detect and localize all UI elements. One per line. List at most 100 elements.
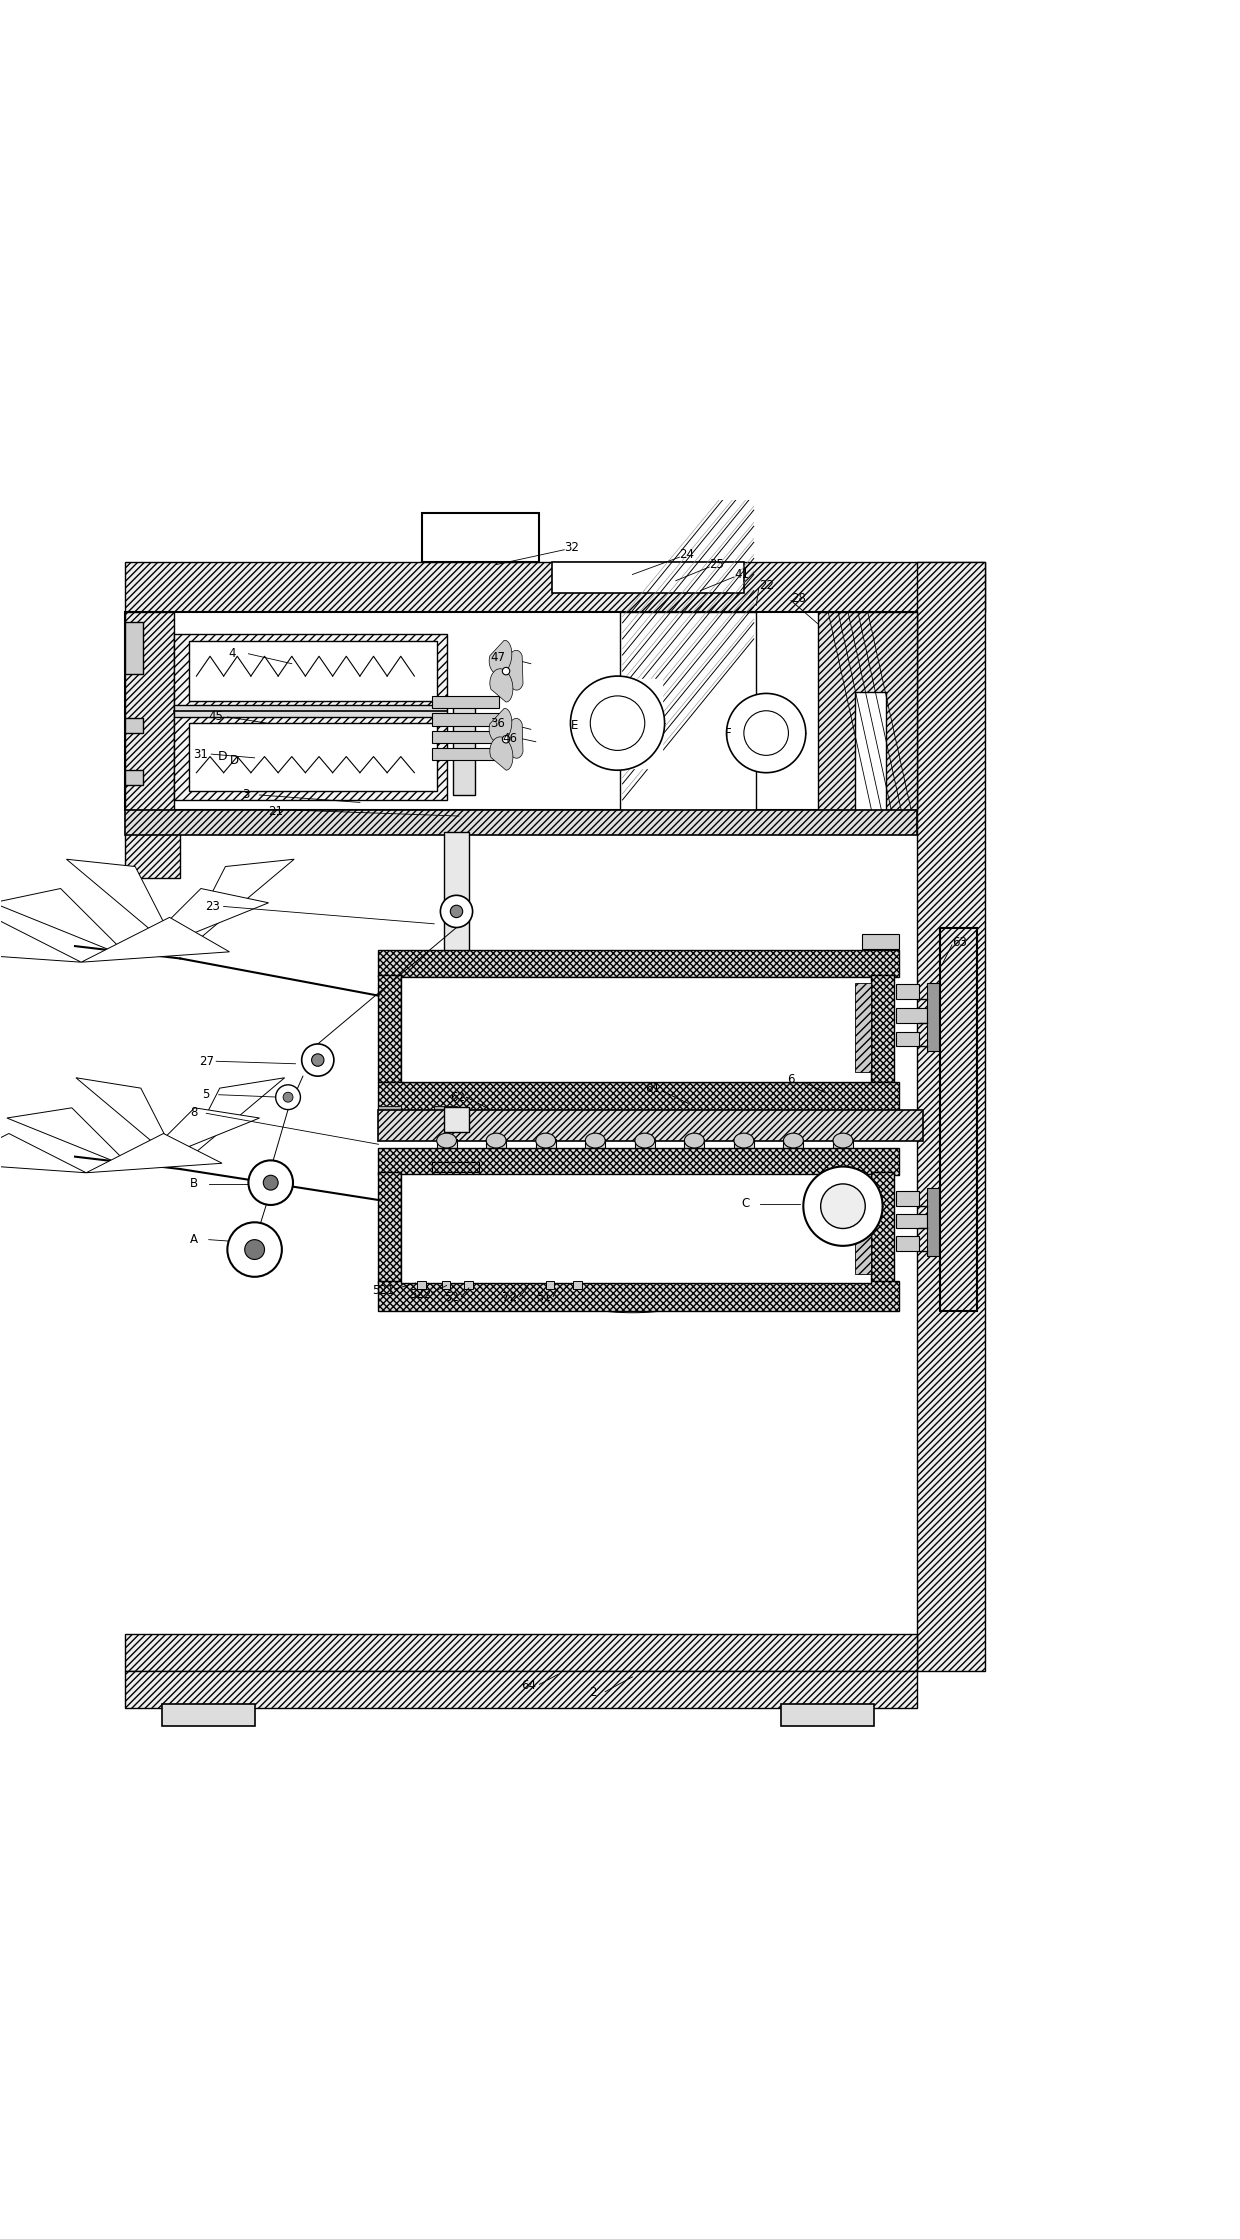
- Polygon shape: [130, 889, 269, 958]
- Ellipse shape: [585, 1133, 605, 1149]
- Circle shape: [248, 1160, 293, 1205]
- Bar: [897, 1008, 928, 1023]
- Bar: [378, 1281, 899, 1312]
- Circle shape: [275, 1086, 300, 1111]
- Text: E: E: [570, 719, 578, 732]
- Text: 41: 41: [734, 569, 749, 580]
- Text: 8: 8: [190, 1106, 197, 1120]
- Text: 64: 64: [521, 1679, 536, 1693]
- Text: D: D: [217, 750, 227, 763]
- Circle shape: [227, 1222, 281, 1276]
- Circle shape: [570, 676, 665, 770]
- Polygon shape: [0, 889, 130, 958]
- Bar: [378, 1111, 924, 1140]
- Ellipse shape: [684, 1133, 704, 1149]
- Text: 6: 6: [787, 1072, 795, 1086]
- Bar: [573, 678, 662, 768]
- Circle shape: [804, 1167, 883, 1245]
- Circle shape: [590, 696, 645, 750]
- Circle shape: [263, 1175, 278, 1191]
- Text: 5: 5: [202, 1088, 210, 1102]
- Bar: [552, 562, 744, 593]
- Bar: [856, 692, 887, 811]
- Text: C: C: [742, 1198, 750, 1211]
- Text: 52: 52: [444, 1292, 459, 1305]
- Bar: [124, 611, 174, 811]
- Bar: [872, 1171, 894, 1283]
- Text: 47: 47: [490, 652, 505, 665]
- Circle shape: [821, 1184, 866, 1229]
- Bar: [378, 1171, 401, 1283]
- Polygon shape: [86, 1133, 222, 1173]
- Ellipse shape: [486, 1133, 506, 1149]
- Bar: [897, 1032, 919, 1046]
- Bar: [378, 1081, 899, 1111]
- Bar: [872, 974, 894, 1081]
- Text: 36: 36: [490, 716, 505, 730]
- Ellipse shape: [536, 1133, 556, 1149]
- Bar: [124, 1670, 918, 1708]
- Bar: [486, 1140, 506, 1173]
- Bar: [444, 1106, 469, 1133]
- Circle shape: [502, 667, 510, 674]
- Text: 28: 28: [791, 591, 806, 605]
- Bar: [536, 1140, 556, 1173]
- Bar: [124, 770, 143, 786]
- Text: B: B: [190, 1178, 198, 1191]
- Text: 521: 521: [372, 1283, 394, 1296]
- Bar: [378, 1149, 899, 1175]
- Bar: [124, 719, 143, 732]
- Text: 25: 25: [709, 558, 724, 571]
- Circle shape: [301, 1043, 334, 1077]
- Polygon shape: [180, 860, 294, 954]
- Circle shape: [311, 1055, 324, 1066]
- Bar: [432, 714, 498, 725]
- Polygon shape: [0, 1133, 86, 1173]
- Polygon shape: [81, 918, 229, 963]
- Circle shape: [744, 710, 789, 755]
- Bar: [897, 985, 919, 999]
- Text: 72: 72: [502, 1292, 517, 1305]
- Bar: [781, 1704, 874, 1726]
- Text: 61: 61: [645, 1081, 660, 1095]
- Bar: [434, 1106, 456, 1113]
- Bar: [124, 611, 918, 811]
- Text: 45: 45: [208, 710, 223, 723]
- Bar: [784, 1140, 804, 1173]
- Bar: [161, 1704, 254, 1726]
- Bar: [432, 956, 479, 969]
- Bar: [378, 974, 401, 1081]
- Bar: [918, 562, 986, 1670]
- Polygon shape: [67, 860, 180, 954]
- Bar: [464, 1281, 472, 1290]
- Ellipse shape: [734, 1133, 754, 1149]
- Bar: [585, 1140, 605, 1173]
- Text: 31: 31: [192, 748, 207, 761]
- Bar: [928, 1187, 940, 1256]
- Bar: [174, 634, 446, 708]
- Text: A: A: [190, 1234, 198, 1247]
- Bar: [436, 1140, 456, 1173]
- Bar: [833, 1140, 853, 1173]
- Bar: [401, 976, 872, 1081]
- Polygon shape: [490, 669, 513, 703]
- Text: 32: 32: [564, 542, 579, 553]
- Bar: [174, 705, 446, 716]
- Text: 21: 21: [268, 804, 283, 817]
- Bar: [862, 934, 899, 949]
- Text: 23: 23: [205, 900, 219, 914]
- Bar: [422, 513, 539, 562]
- Bar: [684, 1140, 704, 1173]
- Bar: [124, 811, 918, 835]
- Polygon shape: [133, 1108, 259, 1169]
- Bar: [124, 622, 143, 674]
- Text: 3: 3: [242, 788, 249, 802]
- Bar: [940, 927, 977, 1312]
- Bar: [897, 1236, 919, 1252]
- Text: 46: 46: [502, 732, 517, 746]
- Bar: [573, 1281, 582, 1290]
- Polygon shape: [506, 649, 523, 690]
- Bar: [432, 730, 498, 743]
- Polygon shape: [620, 611, 756, 811]
- Bar: [928, 983, 940, 1052]
